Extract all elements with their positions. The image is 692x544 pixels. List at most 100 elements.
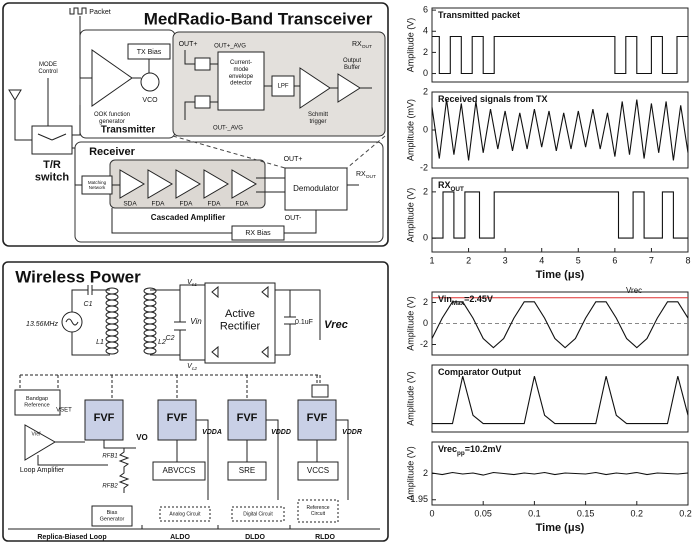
y-axis-label: Amplitude (mV) [405,99,415,161]
label-part: Buffer [344,64,360,70]
label-part: c2 [192,366,197,372]
label: OUT-_AVG [213,126,243,132]
plot-frame [432,178,688,252]
label-part: Active [225,308,255,320]
x-tick-label: 0.1 [528,508,541,518]
label-part: Transmitted packet [438,10,520,20]
y-tick-label: 2 [423,468,428,478]
label: TX Bias [137,49,162,56]
label: OUT+ [284,156,303,163]
y-tick-label: 0 [423,233,428,243]
label: 13.56MHz [26,321,58,328]
label: 0.1uF [295,319,313,326]
label: Wireless Power [15,267,141,286]
label: Cascaded Amplifier [151,213,225,222]
label-part: RX [438,180,451,190]
label-part: =2.45V [464,294,493,304]
label: VCO [142,97,158,104]
y-tick-label: 2 [423,47,428,57]
label-part: trigger [309,118,326,124]
label: SDA [123,201,137,208]
y-tick-label: 2 [423,86,428,96]
label: FDA [152,201,166,208]
page: MedRadio-Band Transceiver Packet TX Bias MO… [0,0,692,544]
label: RFB2 [102,484,118,490]
label-part: Received signals from TX [438,94,548,104]
label-part: Output [343,58,361,64]
y-tick-label: 4 [423,26,428,36]
label: ABVCCS [163,466,196,475]
label: C1 [84,301,93,308]
y-axis-label: Amplitude (V) [405,446,415,501]
x-tick-label: 1 [429,255,434,265]
label: OUT- [285,215,302,222]
label: BandgapReference [24,396,49,408]
y-axis-label: Amplitude (V) [405,371,415,426]
x-tick-label: 8 [685,255,690,265]
label: Transmitter [101,125,156,136]
x-tick-label: 0.2 [631,508,644,518]
sense-box [312,385,328,397]
label: Current-modeenvelopedetector [229,60,254,87]
y-axis-label: Amplitude (V) [405,18,415,73]
avg-box [195,58,210,70]
label-part: OUT [451,186,464,193]
x-tick-label: 0 [429,508,434,518]
label: OUT+_AVG [214,44,246,50]
label-part: Current- [230,60,252,66]
label-part: Bandgap [26,396,48,402]
label-part: detector [230,80,252,86]
label-part: T/R [43,159,61,171]
x-tick-label: 0.15 [577,508,595,518]
label-part: Vrec [438,444,457,454]
label: FVF [94,412,115,424]
label-part: Bias [107,510,118,516]
label-part: Vin [438,294,452,304]
label-part: switch [35,172,70,184]
x-tick-label: 0.25 [679,508,692,518]
y-tick-label: -2 [420,339,428,349]
label: VDDR [342,429,362,436]
x-tick-label: 3 [503,255,508,265]
label: RX Bias [245,230,271,237]
x-tick-label: 2 [466,255,471,265]
figure: MedRadio-Band Transceiver Packet TX Bias MO… [0,0,692,544]
x-tick-label: 4 [539,255,544,265]
label: FVF [167,412,188,424]
label: Vrec [324,319,348,331]
label: Demodulator [293,184,339,193]
y-tick-label: 0 [423,124,428,134]
label: LPF [277,84,288,90]
label: MedRadio-Band Transceiver [144,9,373,28]
label-part: Reference [24,403,49,409]
x-tick-label: 6 [612,255,617,265]
label-part: Control [38,68,57,74]
label: Receiver [89,146,136,158]
label: VDDA [202,429,222,436]
label: FDA [208,201,222,208]
plot-title: Transmitted packet [438,10,520,20]
label-part: Schmitt [308,112,328,118]
y-axis-label: Amplitude (V) [405,296,415,351]
label-part: pp [457,450,465,457]
label: VSET [56,408,72,414]
plot-title: Received signals from TX [438,94,548,104]
label: Packet [89,9,110,16]
label-part: mode [233,66,249,72]
label: FDA [236,201,250,208]
label: VO [136,433,148,442]
label: VDDD [271,429,291,436]
label-part: MODE [39,62,57,68]
y-tick-label: 0 [423,318,428,328]
x-tick-label: 0.05 [474,508,492,518]
label: OUT+ [179,41,198,48]
label-part: c1 [192,282,197,288]
y-tick-label: -2 [420,162,428,172]
label: Loop Amplifier [20,467,65,474]
label-part: RX [356,171,366,178]
label: FVF [307,412,328,424]
